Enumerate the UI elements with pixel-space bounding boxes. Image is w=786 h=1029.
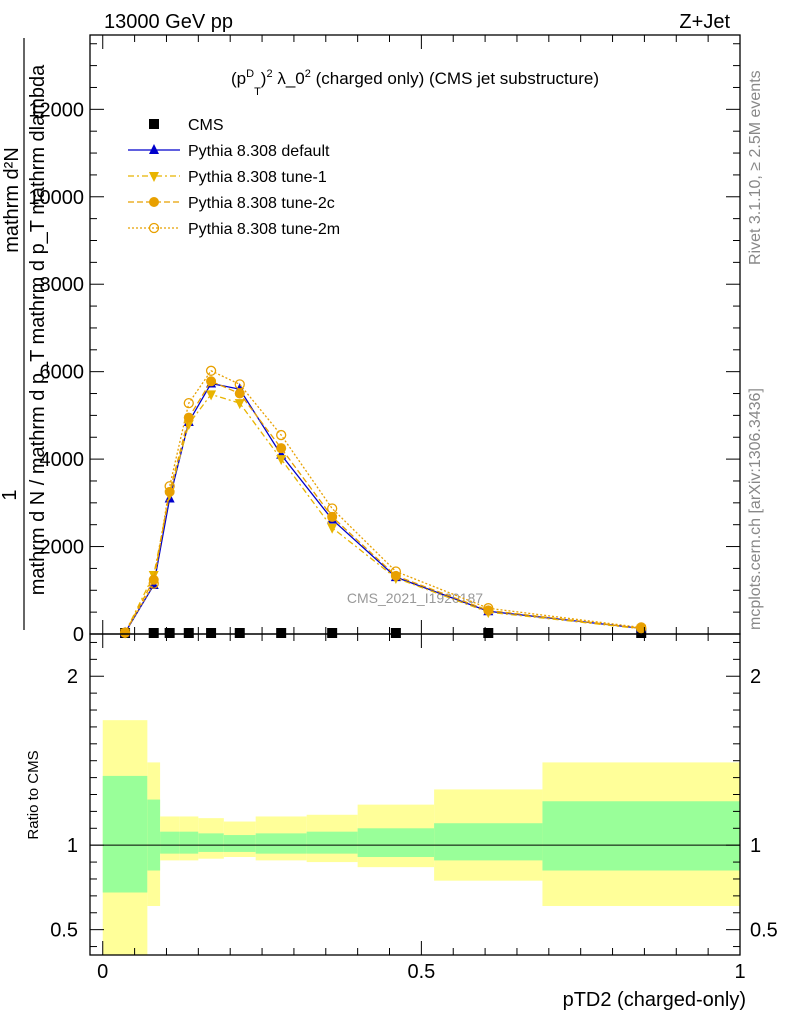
- y-tick-label: 8000: [40, 274, 85, 296]
- y-tick-label: 4000: [40, 449, 85, 471]
- ratio-stat-band: [102, 775, 148, 893]
- data-point: [483, 628, 494, 638]
- legend-marker: [148, 222, 160, 234]
- data-point: [183, 397, 194, 409]
- data-point: [234, 379, 245, 390]
- title-part: (charged only) (CMS jet substructure): [311, 69, 599, 88]
- y-tick-label: 0: [73, 624, 84, 646]
- data-point: [206, 628, 217, 638]
- data-point: [119, 627, 131, 638]
- data-point: [327, 523, 338, 534]
- data-point: [390, 566, 402, 577]
- legend-label: CMS: [188, 117, 224, 134]
- legend: CMS Pythia 8.308 default Pythia 8.308 tune…: [128, 117, 340, 238]
- data-point: [276, 429, 287, 441]
- ratio-stat-band: [179, 831, 199, 854]
- ratio-stat-band: [223, 835, 256, 852]
- legend-marker: [149, 144, 159, 154]
- data-point: [183, 628, 194, 638]
- x-tick-label: 0.5: [407, 961, 435, 983]
- ratio-ylabel: Ratio to CMS: [25, 750, 42, 839]
- series-line: [124, 393, 642, 633]
- ratio-y-tick-label: 2: [67, 666, 78, 688]
- data-point: [164, 486, 175, 497]
- data-point: [276, 443, 287, 454]
- rivet-label: Rivet 3.1.10, ≥ 2.5M events: [747, 70, 764, 265]
- data-point: [234, 628, 245, 638]
- ratio-stat-band: [357, 828, 435, 858]
- title-part: ): [261, 69, 267, 88]
- title-part: 2: [305, 68, 311, 80]
- ratio-stat-band: [160, 831, 180, 854]
- title-part: 2: [266, 68, 272, 80]
- ratio-stat-band: [306, 831, 358, 854]
- x-tick-label: 1: [734, 961, 745, 983]
- data-point: [120, 627, 131, 638]
- ratio-stat-band: [255, 833, 307, 854]
- data-point: [183, 420, 194, 431]
- ratio-stat-band: [147, 799, 161, 871]
- title-part: T: [254, 86, 261, 98]
- ratio-stat-band: [198, 833, 224, 852]
- main-ylabel: 1 mathrm d N / mathrm d p_T mathrm d p_T…: [0, 38, 49, 630]
- data-point: [205, 365, 217, 376]
- data-point: [276, 455, 287, 466]
- y-tick-label: 10000: [28, 187, 84, 209]
- ratio-y-tick-label-right: 0.5: [750, 920, 778, 942]
- data-point: [636, 622, 647, 633]
- main-series: [119, 365, 647, 639]
- data-point: [234, 399, 245, 410]
- data-point: [164, 628, 175, 638]
- data-point: [164, 481, 175, 492]
- title-part: D: [246, 68, 254, 80]
- x-axis-label: pTD2 (charged-only): [563, 989, 746, 1011]
- series-line: [124, 369, 642, 634]
- data-point: [327, 503, 338, 514]
- ratio-y-tick-label: 0.5: [50, 920, 78, 942]
- legend-marker: [149, 197, 159, 207]
- data-point: [276, 628, 287, 638]
- data-point: [148, 628, 159, 638]
- data-point: [483, 603, 494, 614]
- title-part: λ_0: [273, 69, 305, 88]
- data-point: [206, 390, 217, 401]
- ratio-bands: [90, 720, 740, 955]
- main-ylabel-denominator: mathrm d N / mathrm d p_T mathrm d p_T m…: [27, 64, 49, 595]
- legend-marker: [149, 172, 159, 182]
- data-point: [327, 628, 338, 638]
- legend-label: Pythia 8.308 tune-2m: [188, 221, 340, 238]
- legend-marker: [149, 119, 159, 129]
- series-0: [120, 628, 647, 638]
- main-ylabel-upper: mathrm d²N: [1, 147, 23, 253]
- header-left: 13000 GeV pp: [104, 11, 233, 33]
- ratio-y-tick-label-right: 2: [750, 666, 761, 688]
- legend-label: Pythia 8.308 tune-2c: [188, 195, 335, 212]
- mcplots-label: mcplots.cern.ch [arXiv:1306.3436]: [747, 388, 764, 630]
- watermark-label: CMS_2021_I1920187: [347, 590, 483, 606]
- legend-label: Pythia 8.308 default: [188, 143, 330, 160]
- ratio-y-tick-label: 1: [67, 835, 78, 857]
- data-point: [206, 376, 217, 387]
- x-tick-label: 0: [97, 961, 108, 983]
- series-4: [119, 365, 647, 638]
- ratio-y-tick-label-right: 1: [750, 835, 761, 857]
- y-tick-label: 12000: [28, 99, 84, 121]
- header-right: Z+Jet: [679, 11, 730, 33]
- title-part: (p: [231, 69, 246, 88]
- main-ylabel-numerator: 1: [0, 489, 21, 500]
- chart-title: (pDT)2 λ_02 (charged only) (CMS jet subs…: [231, 68, 599, 98]
- ratio-stat-band: [434, 823, 543, 861]
- y-tick-label: 6000: [40, 362, 85, 384]
- y-tick-label: 2000: [40, 537, 85, 559]
- legend-label: Pythia 8.308 tune-1: [188, 169, 327, 186]
- data-point: [234, 388, 245, 399]
- data-point: [148, 578, 159, 589]
- ratio-stat-band: [542, 801, 740, 871]
- data-point: [390, 628, 401, 638]
- data-point: [327, 511, 338, 522]
